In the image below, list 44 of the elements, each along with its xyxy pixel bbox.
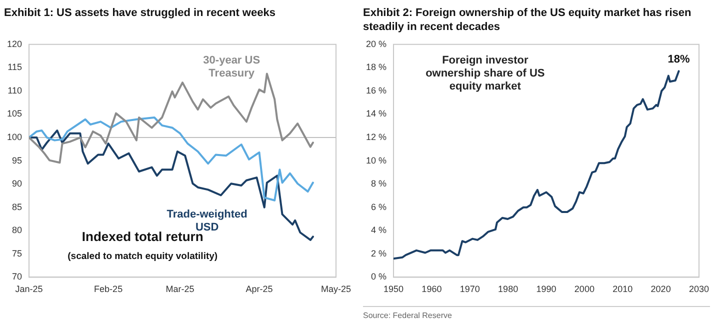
y-tick-label: 100: [6, 132, 22, 142]
chart-title: Exhibit 2: Foreign ownership of the US equity market has risen steadily in recent decades: [363, 6, 692, 35]
y-tick-label: 75: [12, 248, 22, 258]
x-tick-label: Feb-25: [94, 284, 123, 294]
series-label: 30-year US Treasury: [203, 54, 260, 80]
series-label: Trade-weighted USD: [166, 208, 248, 234]
x-tick-label: 1970: [460, 284, 480, 294]
y-tick-label: 120: [6, 38, 22, 49]
x-tick-label: 2000: [574, 284, 594, 294]
text: Foreign investor ownership share of US equity market: [426, 54, 545, 93]
x-tick-label: Jan-25: [15, 284, 43, 294]
x-tick-label: 2010: [612, 284, 633, 294]
x-tick-label: 1950: [384, 284, 404, 294]
source-note: Source: Federal Reserve: [363, 306, 710, 320]
x-tick-label: Apr-25: [246, 284, 273, 294]
y-tick-label: 4 %: [371, 225, 387, 236]
x-tick-label: Mar-25: [166, 284, 194, 294]
y-tick-label: 16 %: [366, 85, 387, 96]
y-tick-label: 2 %: [371, 248, 387, 258]
x-tick-label: 2020: [650, 284, 671, 294]
x-tick-label: May-25: [320, 284, 352, 294]
y-tick-label: 90: [12, 178, 22, 189]
annotation: (scaled to match equity volatility): [68, 250, 218, 262]
y-tick-label: 14 %: [366, 108, 387, 119]
y-tick-label: 115: [8, 62, 22, 72]
y-tick-label: 6 %: [371, 202, 387, 212]
y-tick-label: 70: [12, 272, 22, 282]
y-tick-label: 0 %: [371, 272, 387, 282]
annotation: 18%: [668, 54, 690, 66]
chart-title: Exhibit 1: US assets have struggled in recent weeks: [4, 6, 276, 21]
y-tick-label: 80: [12, 225, 22, 236]
x-tick-label: 1980: [498, 284, 518, 294]
y-tick-label: 12 %: [366, 132, 387, 142]
x-tick-label: 1960: [422, 284, 442, 294]
y-tick-label: 95: [12, 155, 22, 166]
y-tick-label: 105: [6, 108, 22, 119]
y-tick-label: 85: [12, 202, 22, 212]
x-tick-label: 1990: [536, 284, 556, 294]
y-tick-label: 20 %: [366, 38, 387, 49]
y-tick-label: 8 %: [371, 178, 387, 189]
y-tick-label: 18 %: [366, 62, 387, 72]
y-tick-label: 10 %: [366, 155, 387, 166]
x-tick-label: 2030: [688, 284, 710, 294]
y-tick-label: 110: [8, 85, 22, 96]
